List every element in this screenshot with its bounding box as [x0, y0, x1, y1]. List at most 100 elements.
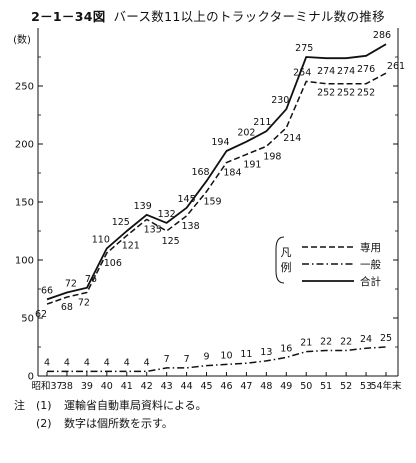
y-tick-label: 150 — [15, 198, 34, 209]
data-label: 121 — [122, 241, 140, 252]
data-label: 138 — [182, 221, 200, 232]
data-label: 72 — [78, 297, 90, 308]
data-label: 139 — [134, 201, 152, 212]
data-label: 191 — [243, 159, 261, 170]
x-tick-label: 46 — [220, 381, 232, 392]
data-label: 4 — [124, 357, 130, 368]
note-row-2: (2) 数字は個所数を示す。 — [14, 415, 207, 433]
x-tick-label: 44 — [181, 381, 193, 392]
y-tick-label: 200 — [15, 140, 34, 151]
legend-title: 凡 — [281, 246, 292, 259]
data-label: 261 — [387, 61, 405, 72]
x-tick-label: 40 — [101, 381, 113, 392]
x-tick-label: 45 — [200, 381, 212, 392]
data-label: 202 — [237, 128, 255, 139]
data-label: 24 — [360, 334, 372, 345]
note-number: (1) — [36, 399, 52, 412]
data-label: 62 — [35, 309, 47, 320]
data-label: 230 — [271, 95, 289, 106]
data-label: 275 — [295, 43, 313, 54]
data-label: 4 — [44, 357, 50, 368]
data-label: 125 — [162, 236, 180, 247]
data-label: 13 — [260, 347, 272, 358]
data-label: 11 — [240, 349, 252, 360]
data-label: 4 — [64, 357, 70, 368]
figure-title: バース数11以上のトラックターミナル数の推移 — [113, 9, 385, 24]
data-label: 9 — [204, 352, 210, 363]
data-label: 198 — [263, 151, 281, 162]
note-number: (2) — [36, 417, 52, 430]
notes: 注 (1) 運輸省自動車局資料による。 (2) 数字は個所数を示す。 — [14, 397, 207, 433]
data-label: 145 — [178, 194, 196, 205]
series-line-solid — [46, 43, 387, 301]
note-text: 数字は個所数を示す。 — [64, 417, 173, 430]
x-tick-label: 48 — [260, 381, 272, 392]
x-tick-label: 43 — [161, 381, 173, 392]
data-label: 274 — [337, 66, 355, 77]
data-label: 66 — [41, 285, 53, 296]
data-label: 7 — [184, 354, 190, 365]
x-tick-label: 49 — [280, 381, 292, 392]
data-label: 254 — [293, 67, 311, 78]
data-label: 252 — [317, 88, 335, 99]
data-label: 4 — [144, 357, 150, 368]
data-label: 286 — [373, 30, 391, 41]
x-tick-label: 38 — [61, 381, 73, 392]
series-line-dashdot — [47, 346, 387, 373]
series-line-dashed — [46, 72, 387, 305]
x-tick-label: 47 — [240, 381, 252, 392]
y-tick-label: 50 — [21, 314, 34, 325]
data-label: 135 — [144, 224, 162, 235]
note-marker: 注 — [14, 399, 25, 412]
x-tick-label: 51 — [320, 381, 332, 392]
note-row-1: 注 (1) 運輸省自動車局資料による。 — [14, 397, 207, 415]
data-label: 168 — [191, 167, 209, 178]
x-tick-label: 54年末 — [370, 380, 402, 392]
y-tick-label: 250 — [15, 82, 34, 93]
data-label: 159 — [203, 197, 221, 208]
data-label: 125 — [112, 217, 130, 228]
data-label: 274 — [317, 66, 335, 77]
legend-label: 一般 — [360, 258, 381, 271]
data-label: 252 — [337, 88, 355, 99]
data-label: 4 — [104, 357, 110, 368]
data-label: 21 — [300, 338, 312, 349]
note-text: 運輸省自動車局資料による。 — [64, 399, 207, 412]
data-label: 22 — [320, 336, 332, 347]
data-label: 10 — [220, 350, 232, 361]
data-label: 22 — [340, 336, 352, 347]
data-label: 25 — [380, 333, 392, 344]
data-label: 106 — [104, 258, 122, 269]
figure-id: 2－1－34図 — [31, 9, 106, 24]
x-tick-label: 52 — [340, 381, 352, 392]
data-label: 184 — [223, 168, 241, 179]
legend-label: 専用 — [360, 242, 381, 254]
y-axis-label: (数) — [13, 33, 31, 46]
x-tick-label: 昭和37 — [31, 381, 62, 392]
y-tick-label: 100 — [15, 256, 34, 267]
data-label: 68 — [61, 302, 73, 313]
x-tick-label: 42 — [141, 381, 153, 392]
data-label: 76 — [85, 274, 97, 285]
legend-label: 合計 — [360, 275, 381, 288]
data-label: 110 — [92, 234, 110, 245]
data-label: 211 — [253, 117, 271, 128]
x-tick-label: 53 — [360, 381, 372, 392]
x-tick-label: 50 — [300, 381, 312, 392]
data-label: 72 — [65, 278, 77, 289]
y-tick-label: 0 — [28, 372, 34, 383]
data-label: 7 — [164, 354, 170, 365]
chart-title: 2－1－34図 バース数11以上のトラックターミナル数の推移 — [0, 6, 416, 25]
data-label: 252 — [357, 88, 375, 99]
x-tick-label: 41 — [121, 381, 133, 392]
data-label: 4 — [84, 357, 90, 368]
legend-title: 例 — [281, 260, 292, 274]
legend-bracket — [275, 236, 285, 284]
data-label: 276 — [357, 64, 375, 75]
data-label: 16 — [280, 343, 292, 354]
x-tick-label: 39 — [81, 381, 93, 392]
data-label: 214 — [283, 133, 301, 144]
data-label: 132 — [158, 209, 176, 220]
